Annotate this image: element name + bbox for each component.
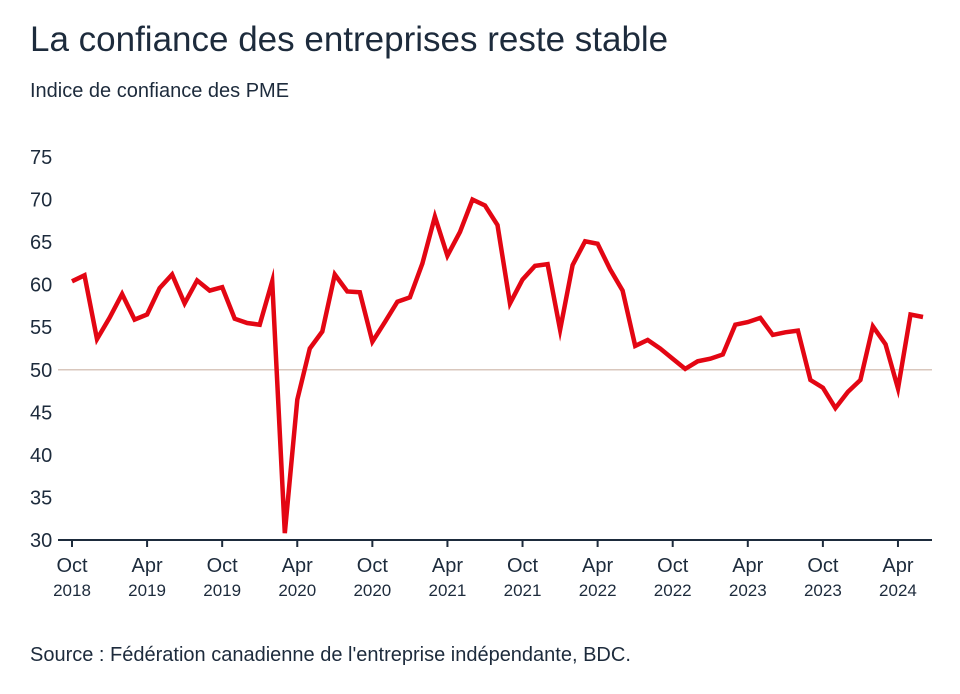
x-tick-year-label: 2023: [729, 581, 767, 600]
x-tick-year-label: 2021: [429, 581, 467, 600]
x-tick-month-label: Oct: [207, 555, 239, 577]
x-tick-month-label: Apr: [582, 555, 613, 577]
x-tick-month-label: Oct: [56, 555, 88, 577]
x-tick-month-label: Apr: [882, 555, 913, 577]
y-axis-ticks: 75 70 65 60 55 50 45 40 35 30: [30, 147, 52, 552]
y-tick-label: 70: [30, 190, 52, 212]
x-tick-year-label: 2018: [53, 581, 91, 600]
x-tick-month-label: Oct: [357, 555, 389, 577]
y-tick-label: 60: [30, 275, 52, 297]
y-tick-label: 65: [30, 232, 52, 254]
chart-title: La confiance des entreprises reste stabl…: [30, 20, 669, 59]
x-tick-year-label: 2021: [504, 581, 542, 600]
x-tick-month-label: Oct: [657, 555, 689, 577]
y-tick-label: 30: [30, 530, 52, 552]
y-tick-label: 35: [30, 487, 52, 509]
x-tick-month-label: Oct: [807, 555, 839, 577]
x-tick-year-label: 2022: [579, 581, 617, 600]
x-tick-year-label: 2024: [879, 581, 917, 600]
y-tick-label: 50: [30, 360, 52, 382]
x-tick-month-label: Oct: [507, 555, 539, 577]
x-tick-month-label: Apr: [282, 555, 313, 577]
x-tick-year-label: 2023: [804, 581, 842, 600]
x-tick-month-label: Apr: [132, 555, 163, 577]
chart-subtitle: Indice de confiance des PME: [30, 80, 290, 102]
x-tick-month-label: Apr: [732, 555, 763, 577]
x-tick-year-label: 2020: [278, 581, 316, 600]
x-tick-month-label: Apr: [432, 555, 463, 577]
y-tick-label: 75: [30, 147, 52, 169]
y-tick-label: 45: [30, 402, 52, 424]
x-axis-ticks: Oct 2018 Apr 2019 Oct 2019 Apr 2020 Oct 2020 Apr 20…: [53, 540, 917, 600]
series-layer: [71, 196, 924, 534]
y-tick-label: 40: [30, 445, 52, 467]
x-tick-year-label: 2019: [203, 581, 241, 600]
x-tick-year-label: 2019: [128, 581, 166, 600]
series-line: [71, 196, 924, 534]
x-tick-year-label: 2022: [654, 581, 692, 600]
y-tick-label: 55: [30, 317, 52, 339]
x-tick-year-label: 2020: [353, 581, 391, 600]
source-note: Source : Fédération canadienne de l'entr…: [30, 644, 631, 666]
